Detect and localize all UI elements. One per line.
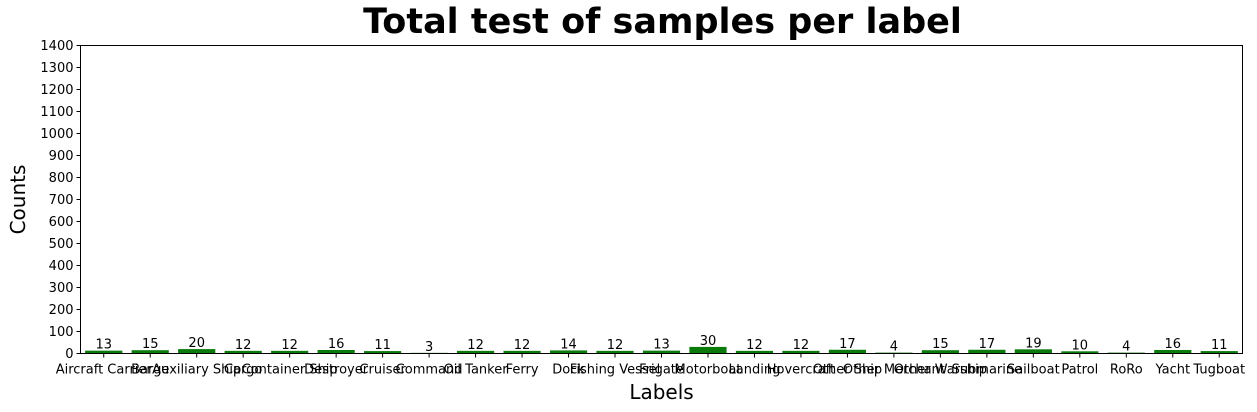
x-tick-label: Fishing Vessel	[570, 363, 660, 378]
x-tick-label: Ferry	[506, 363, 539, 378]
bar-value-label: 19	[1025, 336, 1042, 351]
x-tick-label: Other Ship	[813, 363, 882, 378]
bar-value-label: 12	[746, 338, 763, 353]
y-tick-label: 400	[49, 259, 74, 274]
bar	[271, 350, 309, 354]
bar	[1061, 351, 1099, 354]
y-tick-label: 900	[49, 149, 74, 164]
y-tick-label: 1400	[40, 39, 73, 54]
x-tick-label: RoRo	[1110, 363, 1143, 378]
y-tick-label: 0	[65, 347, 73, 362]
bar	[642, 350, 681, 354]
bar	[1200, 351, 1238, 354]
y-tick-label: 100	[49, 325, 74, 340]
bar-value-label: 12	[607, 338, 624, 353]
bar-value-label: 12	[467, 338, 484, 353]
bar-value-label: 3	[425, 340, 433, 355]
x-tick-label: Dock	[552, 363, 585, 378]
x-tick-label: Hovercraft	[767, 363, 835, 378]
bar	[549, 350, 588, 354]
bar-value-label: 10	[1072, 338, 1089, 353]
x-axis-title: Labels	[629, 380, 693, 404]
bar	[1154, 349, 1192, 354]
bar-value-label: 12	[281, 338, 298, 353]
y-axis: 0 100 200 300 400 500 600 700 800 900 1000 1100 1200…	[40, 39, 81, 362]
bar-value-label: 20	[188, 336, 205, 351]
x-tick-label: Motorboat	[675, 363, 742, 378]
bar-value-label: 4	[890, 340, 898, 355]
bar-value-label: 12	[514, 338, 531, 353]
x-tick-label: Command	[396, 363, 463, 378]
bar-value-label: 15	[932, 337, 949, 352]
bar	[968, 349, 1006, 354]
y-tick-label: 1100	[40, 105, 73, 120]
bar	[224, 350, 262, 354]
bar-value-label: 14	[560, 337, 577, 352]
x-tick-label: Other Merchant	[843, 363, 945, 378]
bar-value-label: 12	[235, 338, 252, 353]
x-tick-label: Frigate	[639, 363, 684, 378]
x-tick-label: Patrol	[1061, 363, 1098, 378]
bar	[596, 350, 634, 354]
x-tick-label: Sailboat	[1007, 363, 1060, 378]
bar	[317, 349, 355, 354]
bar-value-label: 11	[374, 338, 391, 353]
bars-group	[85, 346, 1238, 354]
bar-value-label: 4	[1122, 340, 1130, 355]
bar	[689, 346, 727, 354]
value-labels-group: 13 15 20 12 12 16 11 3 12 12 14 12 13 30 12 12 17 4 15 17 19…	[95, 334, 1227, 355]
bar-value-label: 17	[839, 337, 856, 352]
bar-value-label: 17	[979, 337, 996, 352]
bar	[828, 349, 867, 354]
x-tick-label: Yacht	[1154, 363, 1190, 378]
y-tick-label: 700	[49, 193, 74, 208]
y-tick-label: 1000	[40, 127, 73, 142]
bar-value-label: 12	[793, 338, 810, 353]
bar-value-label: 13	[95, 338, 112, 353]
y-tick-label: 600	[49, 215, 74, 230]
bar	[1014, 349, 1052, 354]
y-tick-label: 800	[49, 171, 74, 186]
x-tick-label: Submarine	[952, 363, 1023, 378]
bar	[921, 350, 959, 354]
bar-value-label: 16	[328, 337, 345, 352]
bar	[178, 349, 216, 354]
y-tick-label: 500	[49, 237, 74, 252]
x-tick-label: Container Ship	[242, 363, 338, 378]
bar	[782, 350, 820, 354]
x-tick-label: Destroyer	[304, 363, 369, 378]
y-axis-title: Counts	[6, 165, 30, 235]
y-tick-label: 300	[49, 281, 74, 296]
bar-value-label: 11	[1211, 338, 1228, 353]
x-tick-label: Cruiser	[359, 363, 406, 378]
y-tick-label: 1200	[40, 83, 73, 98]
x-tick-label: Oil Tanker	[444, 363, 509, 378]
bar	[85, 350, 123, 354]
x-tick-label: Aircraft Carrier	[56, 363, 153, 378]
bar	[364, 351, 402, 354]
bar	[131, 350, 169, 354]
x-tick-label: Other Warship	[894, 363, 987, 378]
x-tick-label: Landing	[729, 363, 781, 378]
bar	[456, 350, 495, 354]
bar	[735, 350, 774, 354]
bar-value-label: 15	[142, 337, 159, 352]
y-tick-label: 1300	[40, 61, 73, 76]
bar-value-label: 16	[1165, 337, 1182, 352]
x-tick-label: Auxiliary Ship	[152, 363, 241, 378]
chart-title: Total test of samples per label	[363, 2, 962, 42]
y-tick-label: 200	[49, 303, 74, 318]
bar	[503, 350, 541, 354]
x-tick-label: Tugboat	[1192, 363, 1245, 378]
plot-frame	[80, 45, 1243, 354]
x-tick-label: Cargo	[224, 363, 262, 378]
bar-value-label: 13	[653, 338, 670, 353]
bar-value-label: 30	[700, 334, 717, 349]
x-tick-label: Barge	[131, 363, 169, 378]
